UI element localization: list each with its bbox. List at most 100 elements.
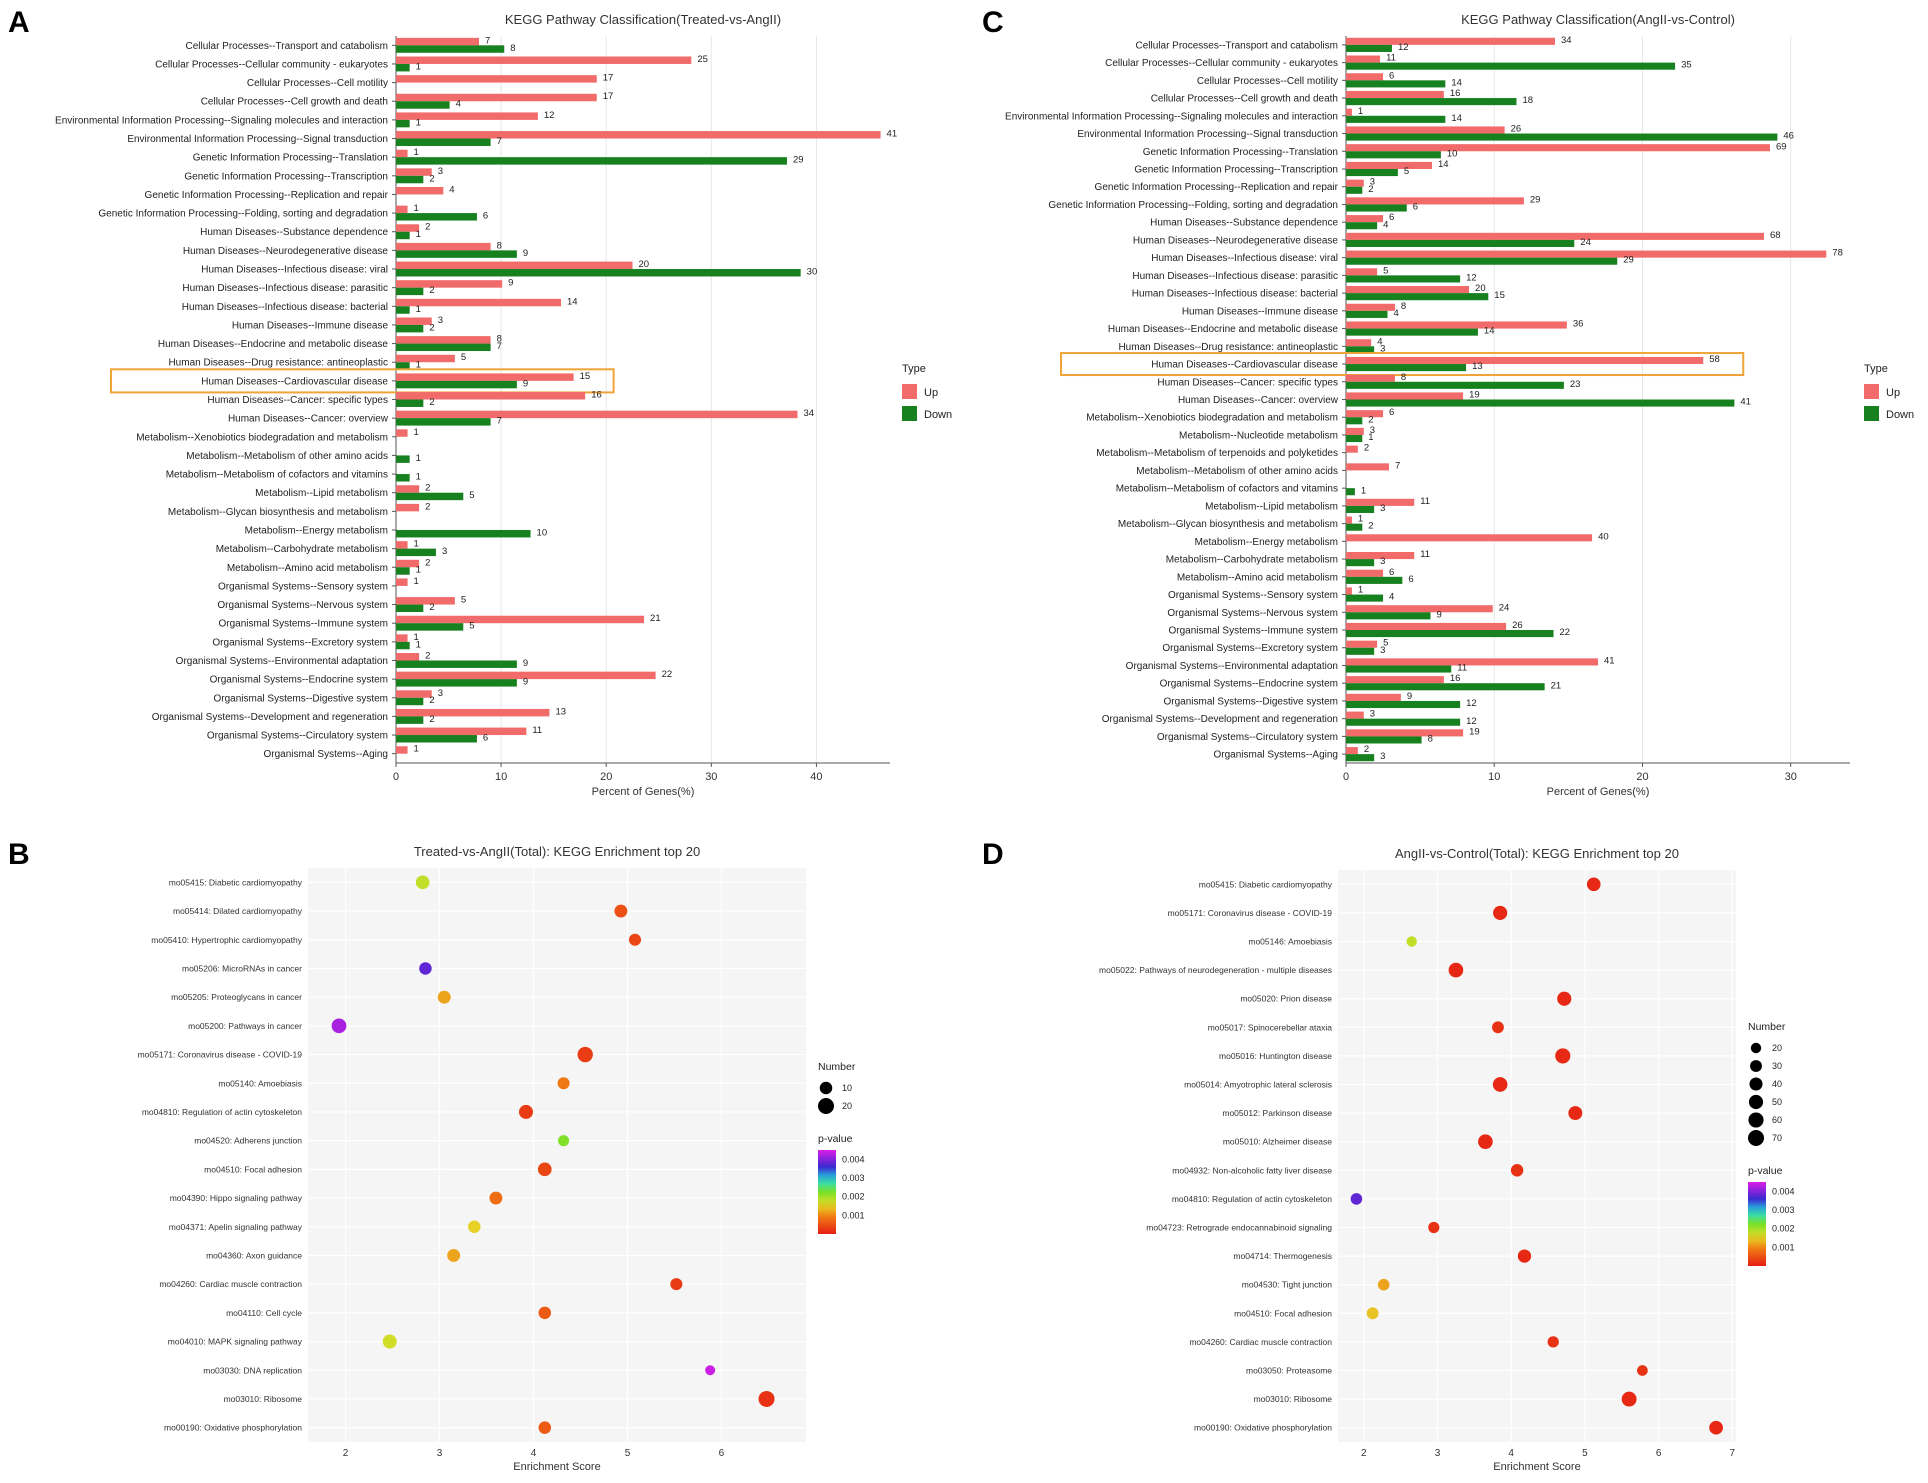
bar-data-label: 11 (1457, 663, 1467, 674)
bar-up (396, 373, 574, 381)
bar-down (396, 324, 424, 333)
bar-data-label: 26 (1512, 620, 1523, 631)
y-tick-label: mo03030: DNA replication (203, 1365, 302, 1375)
legend-label-down: Down (924, 409, 952, 421)
x-tick-label: 6 (719, 1448, 725, 1459)
y-tick-label: mo05414: Dilated cardiomyopathy (173, 906, 303, 916)
color-legend-bar (1748, 1182, 1766, 1266)
enrichment-point (537, 1162, 552, 1177)
bar-up (396, 149, 408, 158)
y-tick-label: Organismal Systems--Aging (1214, 750, 1338, 761)
enrichment-point (558, 1135, 570, 1147)
bar-data-label: 16 (1450, 673, 1461, 684)
y-tick-label: mo04530: Tight junction (1242, 1280, 1333, 1290)
bar-down (396, 474, 410, 482)
bar-up (396, 336, 491, 344)
y-tick-label: mo05010: Alzheimer disease (1223, 1137, 1332, 1147)
x-axis-label: Enrichment Score (513, 1461, 600, 1473)
bar-data-label: 5 (469, 490, 474, 501)
bar-down (1346, 44, 1392, 52)
bar-data-label: 1 (414, 744, 419, 755)
y-tick-label: mo05014: Amyotrophic lateral sclerosis (1184, 1080, 1332, 1090)
bar-data-label: 22 (662, 669, 673, 680)
bar-data-label: 5 (1383, 638, 1388, 649)
x-tick-label: 20 (1636, 771, 1648, 783)
bar-data-label: 6 (1389, 407, 1394, 418)
bar-data-label: 8 (510, 43, 515, 54)
bar-up (1346, 144, 1770, 152)
bar-data-label: 34 (804, 408, 815, 419)
bar-down (1346, 665, 1452, 673)
x-tick-label: 0 (1343, 771, 1349, 783)
x-tick-label: 40 (810, 771, 822, 783)
bar-down (1346, 328, 1478, 336)
bar-down (1346, 736, 1422, 744)
bar-up (396, 224, 420, 232)
enrichment-point (628, 933, 642, 946)
bar-data-label: 58 (1709, 354, 1720, 365)
bar-data-label: 9 (508, 278, 513, 289)
enrichment-point (447, 1249, 461, 1262)
bar-data-label: 1 (416, 229, 421, 240)
y-tick-label: Metabolism--Glycan biosynthesis and meta… (168, 507, 388, 518)
bar-up (1346, 215, 1384, 223)
y-tick-label: Cellular Processes--Cell motility (247, 78, 388, 89)
enrichment-point (557, 1077, 570, 1090)
bar-down (396, 231, 410, 240)
enrichment-point (468, 1220, 481, 1233)
enrichment-point (1478, 1134, 1493, 1150)
bar-data-label: 3 (1370, 709, 1375, 720)
bar-data-label: 9 (523, 378, 528, 389)
bar-data-label: 2 (425, 650, 430, 661)
bar-data-label: 3 (1380, 343, 1385, 354)
bar-up (1346, 622, 1507, 631)
bar-up (1346, 747, 1358, 755)
y-tick-label: Cellular Processes--Cell growth and deat… (201, 97, 388, 108)
enrichment-point (577, 1046, 593, 1063)
enrichment-point (1350, 1193, 1363, 1205)
bar-data-label: 24 (1580, 237, 1591, 248)
bar-down (396, 679, 517, 687)
y-tick-label: mo05016: Huntington disease (1219, 1051, 1332, 1061)
bar-data-label: 2 (1364, 744, 1369, 755)
bar-data-label: 20 (638, 259, 649, 270)
bar-data-label: 5 (469, 621, 474, 632)
y-tick-label: Metabolism--Glycan biosynthesis and meta… (1118, 519, 1338, 530)
bar-down (1346, 115, 1446, 123)
bar-data-label: 5 (1404, 166, 1409, 177)
y-tick-label: mo04510: Focal adhesion (1234, 1308, 1332, 1318)
bar-data-label: 1 (416, 639, 421, 650)
bar-data-label: 22 (1560, 627, 1571, 638)
bar-data-label: 2 (429, 285, 434, 296)
enrichment-point (1547, 1336, 1559, 1348)
y-tick-label: mo04371: Apelin signaling pathway (169, 1222, 303, 1232)
y-tick-label: Human Diseases--Cancer: overview (1178, 395, 1339, 406)
bar-data-label: 25 (697, 54, 708, 65)
bar-data-label: 1 (414, 632, 419, 643)
y-tick-label: Genetic Information Processing--Transcri… (184, 171, 388, 182)
bar-data-label: 8 (497, 334, 502, 345)
bar-up (1346, 250, 1827, 258)
bar-chart-c: KEGG Pathway Classification(AngII-vs-Con… (1005, 12, 1914, 798)
bar-data-label: 6 (1408, 574, 1413, 585)
size-legend-dot (1750, 1042, 1762, 1054)
enrichment-point (489, 1191, 503, 1205)
bar-data-label: 20 (1475, 283, 1486, 294)
bar-data-label: 8 (1401, 301, 1406, 312)
bar-down (1346, 434, 1363, 443)
y-tick-label: Organismal Systems--Nervous system (217, 600, 388, 611)
bar-up (1346, 693, 1401, 701)
bar-down (396, 343, 491, 352)
bar-up (396, 485, 420, 493)
y-tick-label: Human Diseases--Immune disease (1182, 306, 1339, 317)
y-tick-label: mo03010: Ribosome (224, 1394, 303, 1404)
y-tick-label: Organismal Systems--Nervous system (1167, 608, 1338, 619)
highlight-box (110, 368, 615, 394)
bar-up (1346, 356, 1704, 365)
size-legend-dot (1750, 1060, 1762, 1072)
bar-down (396, 63, 410, 72)
y-tick-label: Genetic Information Processing--Folding,… (98, 209, 388, 220)
size-legend-label: 20 (842, 1101, 852, 1111)
color-legend-label: 0.002 (842, 1192, 865, 1202)
x-tick-label: 0 (393, 771, 399, 783)
